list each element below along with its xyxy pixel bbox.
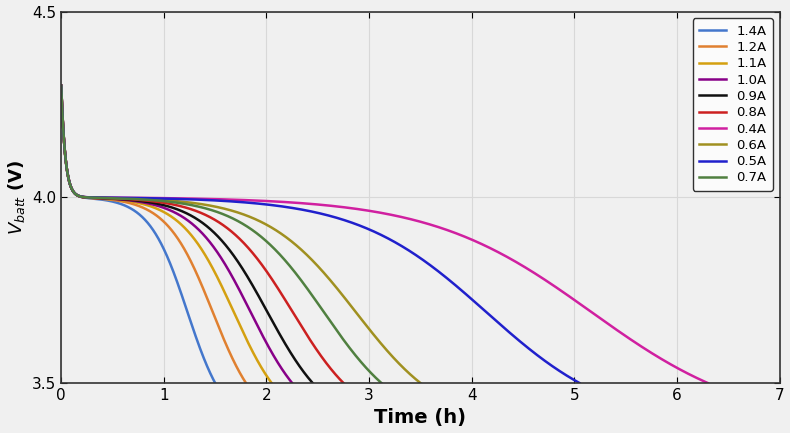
X-axis label: Time (h): Time (h) <box>374 408 466 427</box>
Line: 1.0A: 1.0A <box>61 86 292 383</box>
0.9A <box>164 204 173 209</box>
0.8A <box>177 204 186 209</box>
0.5A <box>565 375 574 380</box>
1.4A <box>122 204 132 209</box>
1.0A <box>258 333 268 339</box>
0.8A <box>88 195 98 200</box>
0.5A <box>56 83 66 88</box>
0.9A <box>85 195 95 200</box>
0.7A <box>377 381 386 386</box>
0.4A <box>621 333 630 339</box>
0.9A <box>100 196 110 201</box>
0.8A <box>105 196 115 201</box>
0.4A <box>130 195 140 200</box>
1.4A <box>83 195 92 200</box>
0.6A <box>370 333 379 339</box>
Legend: 1.4A, 1.2A, 1.1A, 1.0A, 0.9A, 0.8A, 0.4A, 0.6A, 0.5A, 0.7A: 1.4A, 1.2A, 1.1A, 1.0A, 0.9A, 0.8A, 0.4A… <box>693 18 773 191</box>
Line: 1.2A: 1.2A <box>61 86 246 383</box>
0.6A <box>118 196 128 201</box>
Line: 0.9A: 0.9A <box>61 86 313 383</box>
0.6A <box>97 195 107 200</box>
0.4A <box>168 196 178 201</box>
1.2A <box>77 194 87 200</box>
0.5A <box>146 196 156 201</box>
0.8A <box>164 201 174 207</box>
0.4A <box>304 201 314 207</box>
1.1A <box>240 333 250 339</box>
Line: 0.6A: 0.6A <box>61 86 420 383</box>
1.2A <box>238 375 247 380</box>
0.5A <box>255 201 265 207</box>
Line: 0.4A: 0.4A <box>61 86 708 383</box>
1.4A <box>210 381 220 386</box>
1.4A <box>208 375 217 380</box>
0.5A <box>575 381 585 386</box>
1.0A <box>288 381 297 386</box>
1.2A <box>218 333 228 339</box>
1.4A <box>191 333 201 339</box>
1.1A <box>137 201 147 207</box>
0.7A <box>56 83 66 88</box>
0.9A <box>308 381 318 386</box>
Line: 0.8A: 0.8A <box>61 86 344 383</box>
1.2A <box>127 201 137 207</box>
1.1A <box>267 381 276 386</box>
0.8A <box>333 375 343 380</box>
0.7A <box>112 196 122 201</box>
0.8A <box>339 381 348 386</box>
1.0A <box>283 375 292 380</box>
Line: 0.7A: 0.7A <box>61 86 382 383</box>
1.0A <box>145 201 155 207</box>
0.6A <box>408 375 418 380</box>
0.5A <box>509 333 518 339</box>
1.4A <box>115 201 125 207</box>
0.9A <box>56 83 66 88</box>
0.4A <box>703 381 713 386</box>
0.7A <box>93 195 103 200</box>
0.4A <box>333 204 342 209</box>
0.8A <box>303 333 312 339</box>
1.0A <box>96 196 106 201</box>
1.1A <box>263 375 273 380</box>
Line: 0.5A: 0.5A <box>61 86 580 383</box>
0.9A <box>303 375 313 380</box>
Y-axis label: $V_{batt}$ (V): $V_{batt}$ (V) <box>6 159 27 235</box>
1.0A <box>155 204 164 209</box>
0.9A <box>153 201 163 207</box>
1.1A <box>93 196 103 201</box>
1.0A <box>56 83 66 88</box>
1.0A <box>83 195 92 200</box>
1.1A <box>56 83 66 88</box>
0.6A <box>416 381 425 386</box>
1.2A <box>88 196 98 201</box>
1.2A <box>241 381 250 386</box>
0.6A <box>194 201 204 207</box>
1.1A <box>81 195 90 200</box>
0.8A <box>56 83 66 88</box>
0.6A <box>210 204 220 209</box>
0.4A <box>56 83 66 88</box>
Line: 1.4A: 1.4A <box>61 86 215 383</box>
0.4A <box>690 375 700 380</box>
1.2A <box>135 204 145 209</box>
0.6A <box>56 83 66 88</box>
0.7A <box>336 333 345 339</box>
0.5A <box>278 204 288 209</box>
0.9A <box>276 333 285 339</box>
1.4A <box>56 83 66 88</box>
Line: 1.1A: 1.1A <box>61 86 272 383</box>
1.1A <box>146 204 156 209</box>
1.4A <box>74 194 84 199</box>
0.7A <box>371 375 380 380</box>
0.7A <box>193 204 202 209</box>
0.7A <box>179 201 189 207</box>
1.2A <box>56 83 66 88</box>
0.5A <box>115 195 125 200</box>
